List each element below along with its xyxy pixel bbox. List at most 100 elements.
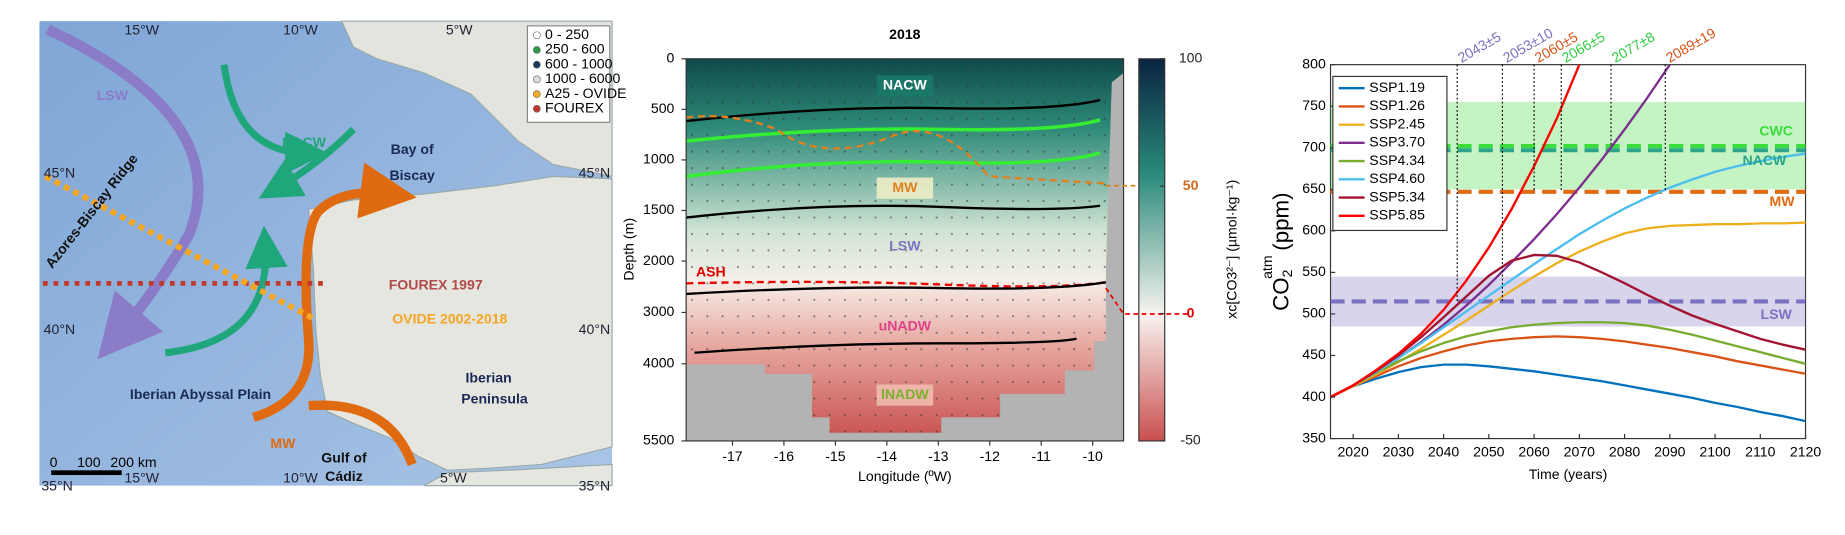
series-line — [1330, 152, 1806, 399]
legend-label: 600 - 1000 — [545, 55, 613, 71]
legend-label: SSP4.60 — [1369, 170, 1425, 186]
y-tick-label: 1000 — [643, 151, 675, 167]
legend-label: SSP2.45 — [1369, 115, 1425, 131]
map-label: Biscay — [389, 167, 435, 183]
colorbar-tick-label: -50 — [1180, 432, 1201, 448]
mw-arrow — [252, 162, 417, 422]
series-line — [1330, 64, 1581, 399]
map-label: Iberian — [466, 369, 512, 385]
scale-bar — [51, 470, 122, 476]
x-tick-label: 2120 — [1790, 443, 1822, 459]
x-tick-label: 2050 — [1473, 443, 1505, 459]
water-mass-label: NACW — [883, 77, 928, 93]
x-tick-label: 2030 — [1383, 443, 1415, 459]
isoline — [685, 118, 1101, 143]
colorbar-link — [1105, 287, 1189, 315]
legend-label: SSP5.34 — [1369, 188, 1425, 204]
x-tick-label: -12 — [980, 448, 1001, 464]
x-tick-label: 2060 — [1518, 443, 1550, 459]
legend-symbol — [533, 104, 541, 113]
x-axis-label: Time (years) — [1529, 466, 1608, 482]
x-tick-label: 2070 — [1564, 443, 1596, 459]
y-tick-label: 750 — [1302, 97, 1326, 113]
grid-label: 15°W — [124, 21, 159, 37]
series-line — [1330, 321, 1806, 399]
colorbar-tick-label: 50 — [1183, 177, 1199, 193]
y-tick-label: 3000 — [643, 303, 675, 319]
y-tick-label: 4000 — [643, 355, 675, 371]
map-label: Bay of — [391, 141, 434, 157]
map-label: FOUREX 1997 — [389, 276, 483, 292]
annotation-label: 2089±19 — [1663, 24, 1719, 65]
y-tick-label: 650 — [1302, 180, 1326, 196]
x-tick-label: 2100 — [1699, 443, 1731, 459]
legend-label: 250 - 600 — [545, 41, 605, 57]
x-tick-label: -11 — [1032, 448, 1051, 464]
isoline — [686, 98, 1101, 123]
grid-label: 15°W — [124, 469, 159, 485]
grid-label: 10°W — [283, 21, 318, 37]
y-tick-label: 2000 — [643, 252, 675, 268]
line-panel — [1329, 64, 1807, 440]
y-tick-label: 550 — [1302, 263, 1326, 279]
grid-label: 5°W — [440, 469, 467, 485]
x-tick-label: 2110 — [1745, 443, 1775, 459]
grid-label: 5°W — [446, 21, 473, 37]
map-label: Gulf of — [321, 449, 367, 465]
grid-label: 35°N — [579, 478, 611, 494]
x-tick-label: 2090 — [1654, 443, 1686, 459]
y-tick-label: 400 — [1302, 388, 1326, 404]
legend-symbol — [533, 46, 541, 54]
legend-label: SSP1.26 — [1369, 97, 1425, 113]
grid-label: 45°N — [44, 165, 75, 181]
map-label: Peninsula — [461, 390, 528, 406]
y-axis-label-part: CO — [1268, 277, 1293, 310]
x-tick-label: -10 — [1083, 448, 1104, 464]
legend-label: SSP3.70 — [1369, 134, 1425, 150]
annotation-label: 2077±8 — [1609, 28, 1658, 65]
x-axis-label: Longitude (ºW) — [858, 468, 952, 484]
legend-label: SSP5.85 — [1369, 206, 1425, 222]
label-box — [876, 75, 934, 97]
legend-symbol — [533, 31, 541, 40]
water-mass-label: MW — [892, 179, 918, 195]
plot-frame — [1329, 64, 1807, 440]
legend-symbol — [533, 75, 541, 84]
y-tick-label: 1500 — [643, 201, 675, 217]
x-tick-label: -16 — [774, 448, 795, 464]
legend-label: 0 - 250 — [545, 26, 589, 42]
isoline — [686, 114, 1106, 185]
legend-label: FOUREX — [545, 99, 604, 115]
y-tick-label: 450 — [1302, 346, 1326, 362]
legend-label: SSP4.34 — [1369, 152, 1425, 168]
grid-label: 40°N — [44, 321, 75, 337]
x-tick-label: 2080 — [1609, 443, 1641, 459]
map-label: LSW — [97, 87, 129, 103]
map-legend — [526, 25, 611, 123]
water-mass-label: lNADW — [881, 386, 929, 402]
x-tick-label: -14 — [877, 448, 898, 464]
legend-symbol — [533, 60, 541, 69]
grid-label: 40°N — [579, 321, 611, 337]
ovide-line — [43, 173, 318, 323]
map-label: OVIDE 2002-2018 — [392, 311, 507, 327]
map-label: Iberian Abyssal Plain — [130, 386, 271, 402]
water-mass-label: uNADW — [879, 318, 932, 334]
grid-label: 45°N — [579, 165, 611, 181]
band-label: CWC — [1759, 122, 1793, 138]
legend-label: SSP1.19 — [1369, 79, 1425, 95]
x-tick-label: 2040 — [1428, 443, 1460, 459]
x-tick-label: -15 — [825, 448, 846, 464]
y-axis-label-part: (ppm) — [1268, 192, 1293, 250]
isoline — [686, 204, 1101, 219]
y-axis-label: Depth (m) — [620, 218, 636, 281]
x-tick-label: -13 — [928, 448, 949, 464]
nacw-arrow — [164, 225, 288, 357]
x-tick-label: -17 — [722, 448, 743, 464]
map-label: Cádiz — [325, 468, 363, 484]
y-tick-label: 800 — [1302, 55, 1326, 71]
water-mass-label: LSW — [889, 238, 921, 254]
series-line — [1330, 335, 1806, 399]
map-panel — [39, 20, 613, 487]
